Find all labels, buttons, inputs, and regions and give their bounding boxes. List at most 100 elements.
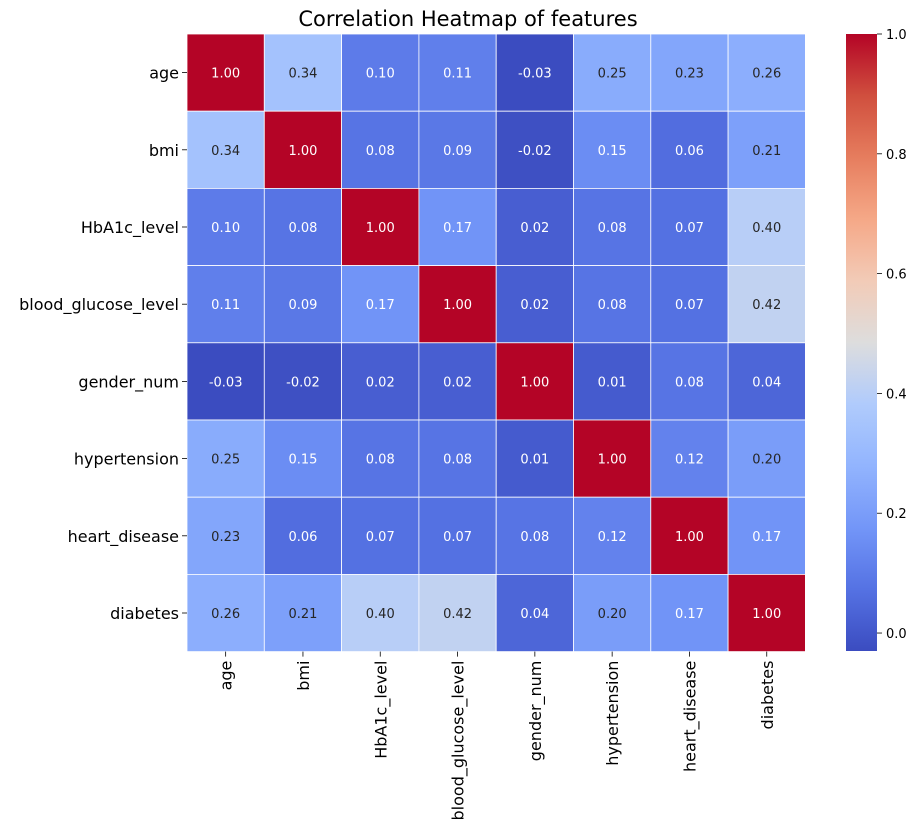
column-labels: age bmi HbA1c_level blood_glucose_level gend… <box>217 651 777 820</box>
heatmap-cell-hba1c-level-blood-glucose-level <box>418 187 497 266</box>
cell-value-label: 0.09 <box>288 298 317 313</box>
cell-value-label: 0.26 <box>211 607 240 622</box>
chart-title: Correlation Heatmap of features <box>298 7 637 31</box>
column-label-age: age <box>217 661 236 691</box>
row-label-age: age <box>149 64 179 83</box>
cell-value-label: 0.34 <box>288 67 317 82</box>
heatmap-cell-heart-disease-bmi <box>263 496 342 575</box>
cell-value-label: 0.07 <box>366 530 395 545</box>
colorbar-tick-label: 0.6 <box>886 268 907 283</box>
cell-value-label: 0.08 <box>366 144 395 159</box>
heatmap-cell-hba1c-level-age <box>186 187 265 266</box>
cell-value-label: 0.10 <box>366 67 395 82</box>
cell-value-label: 0.07 <box>675 221 704 236</box>
cell-value-label: 1.00 <box>752 607 781 622</box>
colorbar-tick-label: 1.0 <box>886 28 907 43</box>
heatmap-cell-age-diabetes <box>727 33 806 112</box>
cell-value-label: 0.09 <box>443 144 472 159</box>
cell-value-label: 0.20 <box>752 453 781 468</box>
column-label-bmi: bmi <box>294 661 313 691</box>
cell-value-label: 1.00 <box>675 530 704 545</box>
cell-value-label: -0.03 <box>209 375 243 390</box>
cell-value-label: 0.08 <box>288 221 317 236</box>
cell-value-label: 0.15 <box>598 144 627 159</box>
cell-value-label: 0.02 <box>366 375 395 390</box>
cell-value-label: 0.08 <box>366 453 395 468</box>
row-label-heart-disease: heart_disease <box>68 527 179 547</box>
cell-value-label: 1.00 <box>211 67 240 82</box>
cell-value-label: 0.07 <box>675 298 704 313</box>
cell-value-label: 1.00 <box>443 298 472 313</box>
heatmap-cell-hypertension-gender-num <box>495 419 574 498</box>
column-label-hba1c-level: HbA1c_level <box>371 661 391 759</box>
cell-value-label: 0.06 <box>675 144 704 159</box>
row-label-blood-glucose-level: blood_glucose_level <box>19 295 179 315</box>
heatmap-cell-hypertension-diabetes <box>727 419 806 498</box>
heatmap-cell-heart-disease-hba1c-level <box>341 496 420 575</box>
cell-value-label: 1.00 <box>598 453 627 468</box>
heatmap-cell-hypertension-bmi <box>263 419 342 498</box>
colorbar-tick-label: 0.4 <box>886 387 907 402</box>
cell-value-label: 1.00 <box>366 221 395 236</box>
row-labels: age bmi HbA1c_level blood_glucose_levelgend… <box>19 64 187 623</box>
heatmap-cell-diabetes-hba1c-level <box>341 574 420 653</box>
cell-value-label: 0.08 <box>443 453 472 468</box>
heatmap-cell-age-blood-glucose-level <box>418 33 497 112</box>
heatmap-cell-hypertension-hypertension <box>573 419 652 498</box>
cell-value-label: 0.17 <box>752 530 781 545</box>
cell-value-label: 0.06 <box>288 530 317 545</box>
row-label-hypertension: hypertension <box>74 450 179 469</box>
cell-value-label: 0.15 <box>288 453 317 468</box>
column-label-heart-disease: heart_disease <box>680 661 700 772</box>
cell-value-label: 0.23 <box>211 530 240 545</box>
heatmap-cell-gender-num-heart-disease <box>650 342 729 421</box>
heatmap-cell-hba1c-level-heart-disease <box>650 187 729 266</box>
cell-value-label: 0.01 <box>598 375 627 390</box>
cell-value-label: 0.26 <box>752 67 781 82</box>
heatmap-cell-heart-disease-gender-num <box>495 496 574 575</box>
heatmap-cell-gender-num-gender-num <box>495 342 574 421</box>
heatmap-cell-gender-num-diabetes <box>727 342 806 421</box>
colorbar: 0.0 0.2 0.4 0.6 0.8 1.0 <box>846 28 907 651</box>
cell-value-label: 0.08 <box>675 375 704 390</box>
heatmap-cell-hba1c-level-bmi <box>263 187 342 266</box>
cell-value-label: 0.23 <box>675 67 704 82</box>
cell-value-label: 0.11 <box>211 298 240 313</box>
heatmap-cell-heart-disease-diabetes <box>727 496 806 575</box>
cell-value-label: 0.04 <box>752 375 781 390</box>
heatmap-cell-hypertension-heart-disease <box>650 419 729 498</box>
column-label-diabetes: diabetes <box>758 661 777 730</box>
heatmap-cell-bmi-heart-disease <box>650 110 729 189</box>
heatmap-cell-age-hypertension <box>573 33 652 112</box>
cell-value-label: 0.17 <box>366 298 395 313</box>
cell-value-label: 0.12 <box>675 453 704 468</box>
heatmap-cell-hba1c-level-hba1c-level <box>341 187 420 266</box>
heatmap-cell-age-bmi <box>263 33 342 112</box>
cell-value-label: 0.17 <box>675 607 704 622</box>
cell-value-label: 0.21 <box>288 607 317 622</box>
heatmap-cell-blood-glucose-level-age <box>186 265 265 344</box>
heatmap-cell-bmi-hypertension <box>573 110 652 189</box>
heatmap-cell-heart-disease-heart-disease <box>650 496 729 575</box>
cell-value-label: 0.01 <box>520 453 549 468</box>
cell-value-label: 0.20 <box>598 607 627 622</box>
cell-value-label: 0.02 <box>520 221 549 236</box>
heatmap-cell-bmi-blood-glucose-level <box>418 110 497 189</box>
cell-value-label: 0.25 <box>598 67 627 82</box>
cell-value-label: 0.10 <box>211 221 240 236</box>
cell-value-label: 0.08 <box>598 221 627 236</box>
heatmap-cell-age-gender-num <box>495 33 574 112</box>
cell-value-label: 0.34 <box>211 144 240 159</box>
column-label-hypertension: hypertension <box>603 661 622 766</box>
heatmap-cell-bmi-diabetes <box>727 110 806 189</box>
heatmap-cell-gender-num-blood-glucose-level <box>418 342 497 421</box>
cell-value-label: 0.02 <box>443 375 472 390</box>
cell-value-label: 0.07 <box>443 530 472 545</box>
cell-value-label: 0.08 <box>598 298 627 313</box>
cell-value-label: 1.00 <box>520 375 549 390</box>
heatmap-cell-heart-disease-hypertension <box>573 496 652 575</box>
cell-value-label: -0.03 <box>518 67 552 82</box>
cell-value-label: 0.02 <box>520 298 549 313</box>
colorbar-tick-label: 0.8 <box>886 148 907 163</box>
cell-value-label: 0.40 <box>752 221 781 236</box>
